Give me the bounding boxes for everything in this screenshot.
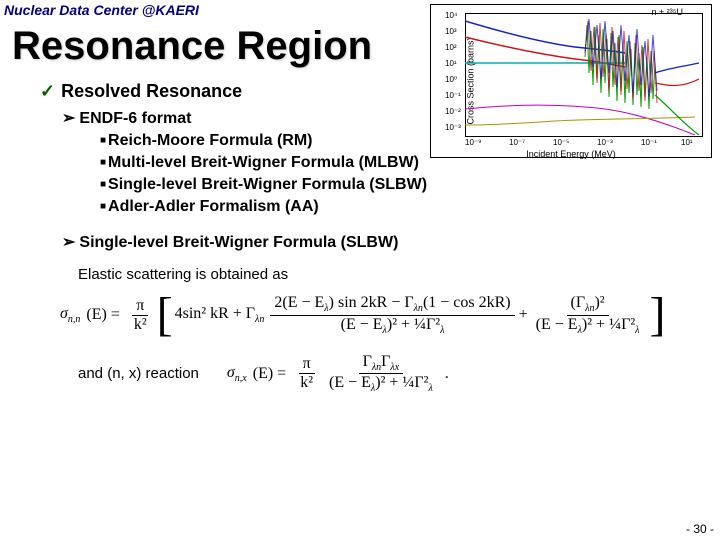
chart-ytick: 10³ xyxy=(445,27,457,36)
bullet-text: Single-level Breit-Wigner Formula (SLBW) xyxy=(108,176,427,193)
slbw-subheading: ➢Single-level Breit-Wigner Formula (SLBW… xyxy=(62,232,720,252)
chart-ytick: 10⁰ xyxy=(445,75,457,84)
arrow-icon: ➢ xyxy=(62,234,75,251)
bullet-aa: ■Adler-Adler Formalism (AA) xyxy=(100,198,720,216)
formula-nx-row: and (n, x) reaction σn,x (E) = π k² ΓλnΓ… xyxy=(78,353,720,394)
bullet-text: Reich-Moore Formula (RM) xyxy=(108,132,312,149)
chart-xtick: 10⁻⁷ xyxy=(509,138,525,147)
formula2-frac-pi: π k² xyxy=(296,355,317,392)
chart-ytick: 10⁴ xyxy=(445,11,457,20)
bullet-text: Adler-Adler Formalism (AA) xyxy=(108,198,319,215)
formula-elastic: σn,n (E) = π k² [ 4sin² kR + Γλn 2(E − E… xyxy=(60,293,720,337)
bullet-text: Multi-level Breit-Wigner Formula (MLBW) xyxy=(108,154,419,171)
chart-xtick: 10⁻⁵ xyxy=(553,138,569,147)
formula2-eq: (E) = xyxy=(253,365,286,383)
formula2-lhs: σn,x xyxy=(227,364,247,384)
formula-frac2: 2(E − Eλ) sin 2kR − Γλn(1 − cos 2kR) (E … xyxy=(270,294,514,335)
square-bullet-icon: ■ xyxy=(100,135,106,146)
chart-xtick: 10⁻³ xyxy=(597,138,613,147)
formula-frac3: (Γλn)² (E − Eλ)² + ¼Γ²λ xyxy=(532,294,644,335)
nx-lead-text: and (n, x) reaction xyxy=(78,365,199,382)
formula-plus: + xyxy=(519,306,528,324)
formula2-main-frac: ΓλnΓλx (E − Eλ)² + ¼Γ²λ xyxy=(325,353,437,394)
formula-lhs: σn,n xyxy=(60,305,80,325)
cross-section-chart: Cross Section (barns) n + ²³⁵U 10⁴ 10³ 1… xyxy=(430,4,712,158)
chart-xtick: 10⁻¹ xyxy=(641,138,657,147)
square-bullet-icon: ■ xyxy=(100,201,106,212)
bracket-close-icon: ] xyxy=(649,293,665,337)
resolved-heading-text: Resolved Resonance xyxy=(61,81,242,101)
chart-xtick: 10⁻⁹ xyxy=(465,138,482,147)
chart-ytick: 10² xyxy=(445,43,457,52)
arrow-icon: ➢ xyxy=(62,110,75,127)
elastic-intro: Elastic scattering is obtained as xyxy=(78,266,720,283)
check-icon: ✓ xyxy=(40,81,55,101)
chart-ytick: 10⁻³ xyxy=(445,123,461,132)
chart-plot xyxy=(465,13,701,135)
formula-frac-pi: π k² xyxy=(130,297,151,334)
chart-ytick: 10⁻² xyxy=(445,107,461,116)
endf-text: ENDF-6 format xyxy=(79,110,191,127)
formula-term1: 4sin² kR + Γλn xyxy=(175,305,265,325)
chart-ytick: 10¹ xyxy=(445,59,457,68)
chart-ytick: 10⁻¹ xyxy=(445,91,461,100)
page-number: - 30 - xyxy=(686,522,714,536)
chart-xtick: 10¹ xyxy=(681,138,693,147)
slbw-subheading-text: Single-level Breit-Wigner Formula (SLBW) xyxy=(79,234,398,251)
chart-x-label: Incident Energy (MeV) xyxy=(526,149,616,159)
square-bullet-icon: ■ xyxy=(100,157,106,168)
formula2-dot: . xyxy=(445,365,449,383)
square-bullet-icon: ■ xyxy=(100,179,106,190)
formula-eq: (E) = xyxy=(86,306,119,324)
bracket-open-icon: [ xyxy=(157,293,173,337)
bullet-slbw: ■Single-level Breit-Wigner Formula (SLBW… xyxy=(100,176,720,194)
